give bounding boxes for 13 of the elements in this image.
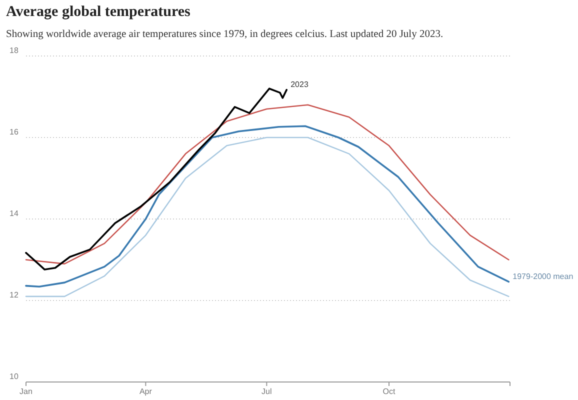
y-tick-label: 12 <box>10 290 19 300</box>
x-tick-label: Apr <box>139 387 152 396</box>
series-label: 1979-2000 mean <box>512 272 574 281</box>
chart-subtitle: Showing worldwide average air temperatures since 1979, in degrees celcius. Last updated 20 July 2023. <box>6 29 444 40</box>
x-tick-label: Oct <box>382 387 396 396</box>
x-tick-label: Jul <box>262 387 272 396</box>
series-label: 2023 <box>290 80 309 89</box>
y-tick-label: 14 <box>10 209 19 218</box>
y-tick-label: 16 <box>10 128 19 136</box>
chart-title: Average global temperatures <box>6 4 191 20</box>
y-tick-label: 10 <box>10 372 19 381</box>
x-tick-label: Jan <box>20 387 32 396</box>
y-tick-label: 18 <box>10 46 19 55</box>
